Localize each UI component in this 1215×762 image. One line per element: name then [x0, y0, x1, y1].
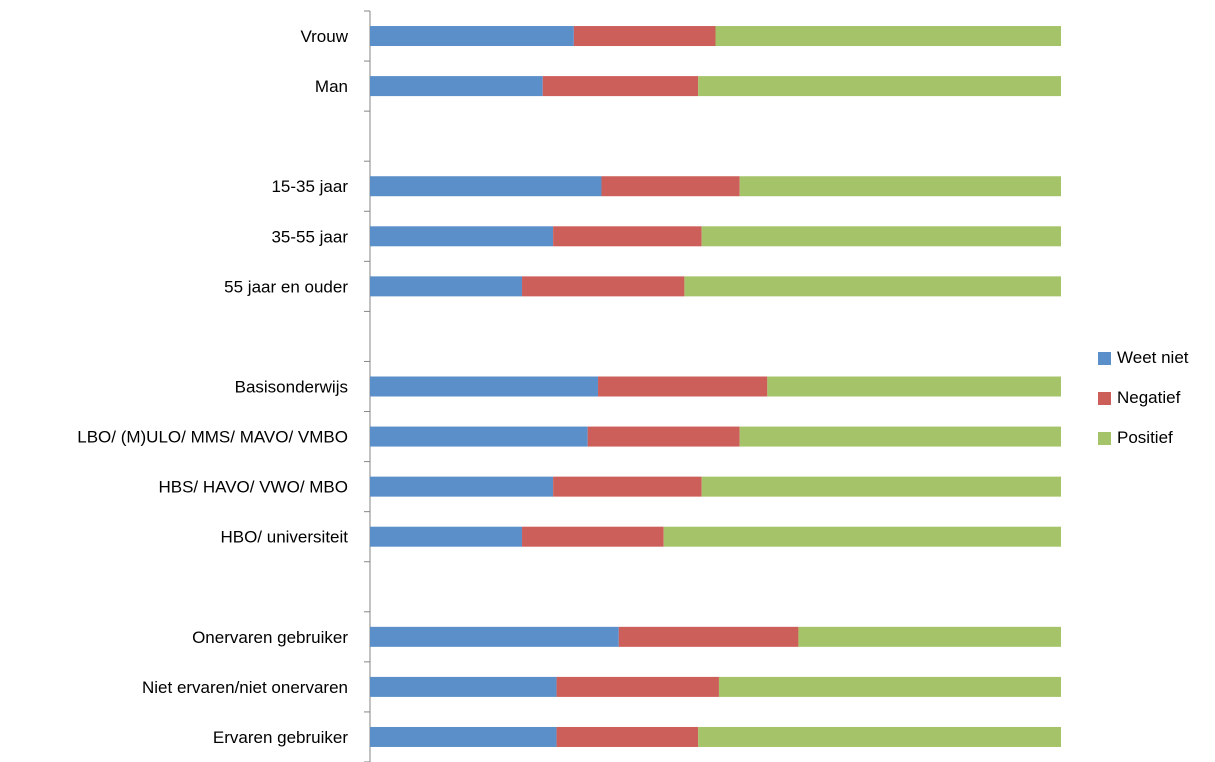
bar-segment-negatief [522, 276, 685, 297]
legend-swatch-negatief [1098, 391, 1111, 405]
legend-item-positief: Positief [1098, 418, 1189, 458]
category-label: Onervaren gebruiker [192, 628, 348, 647]
category-label: Ervaren gebruiker [213, 728, 348, 747]
bar-segment-positief [739, 176, 1061, 197]
bar-segment-negatief [542, 76, 699, 97]
bar-segment-positief [684, 276, 1061, 297]
legend-label-negatief: Negatief [1117, 388, 1181, 407]
legend-label-positief: Positief [1117, 428, 1173, 447]
bar-segment-weet-niet [370, 176, 602, 197]
category-label: 35-55 jaar [271, 227, 348, 246]
bar-segment-weet-niet [370, 276, 523, 297]
bar-segment-weet-niet [370, 626, 619, 647]
bar-segment-negatief [598, 376, 768, 397]
bar-segment-weet-niet [370, 376, 599, 397]
category-label: Basisonderwijs [235, 378, 348, 397]
bar-segment-weet-niet [370, 476, 554, 497]
bar-segment-negatief [553, 226, 702, 247]
bar-segment-negatief [601, 176, 740, 197]
bar-segment-negatief [587, 426, 740, 447]
bar-segment-negatief [556, 726, 699, 747]
bar-segment-positief [698, 726, 1061, 747]
bar-segment-weet-niet [370, 426, 588, 447]
legend-item-weet-niet: Weet niet [1098, 338, 1189, 378]
bar-segment-positief [718, 676, 1061, 697]
bar-segment-negatief [556, 676, 719, 697]
bar-segment-positief [701, 476, 1061, 497]
bar-segment-positief [739, 426, 1061, 447]
category-label: LBO/ (M)ULO/ MMS/ MAVO/ VMBO [77, 428, 348, 447]
bar-segment-positief [698, 76, 1061, 97]
category-label: Man [315, 77, 348, 96]
bar-segment-weet-niet [370, 676, 557, 697]
bar-segment-negatief [573, 26, 716, 47]
bar-segment-negatief [522, 526, 664, 547]
category-label: 15-35 jaar [271, 177, 348, 196]
bar-segment-positief [663, 526, 1061, 547]
bar-segment-positief [767, 376, 1061, 397]
category-label: HBS/ HAVO/ VWO/ MBO [158, 478, 348, 497]
bar-segment-weet-niet [370, 226, 554, 247]
bar-segment-weet-niet [370, 726, 557, 747]
category-label: 55 jaar en ouder [224, 277, 348, 296]
bar-segment-weet-niet [370, 526, 523, 547]
legend-swatch-weet-niet [1098, 351, 1111, 365]
category-label: Niet ervaren/niet onervaren [142, 678, 348, 697]
bar-segment-positief [701, 226, 1061, 247]
category-label: HBO/ universiteit [220, 528, 348, 547]
bar-segment-weet-niet [370, 26, 574, 47]
bar-segment-negatief [618, 626, 799, 647]
legend-label-weet-niet: Weet niet [1117, 348, 1189, 367]
legend-swatch-positief [1098, 431, 1111, 445]
bar-segment-positief [798, 626, 1061, 647]
legend: Weet niet Negatief Positief [1098, 338, 1189, 458]
bar-segment-positief [715, 26, 1061, 47]
bar-segment-negatief [553, 476, 702, 497]
category-label: Vrouw [300, 27, 348, 46]
legend-item-negatief: Negatief [1098, 378, 1189, 418]
bar-segment-weet-niet [370, 76, 543, 97]
